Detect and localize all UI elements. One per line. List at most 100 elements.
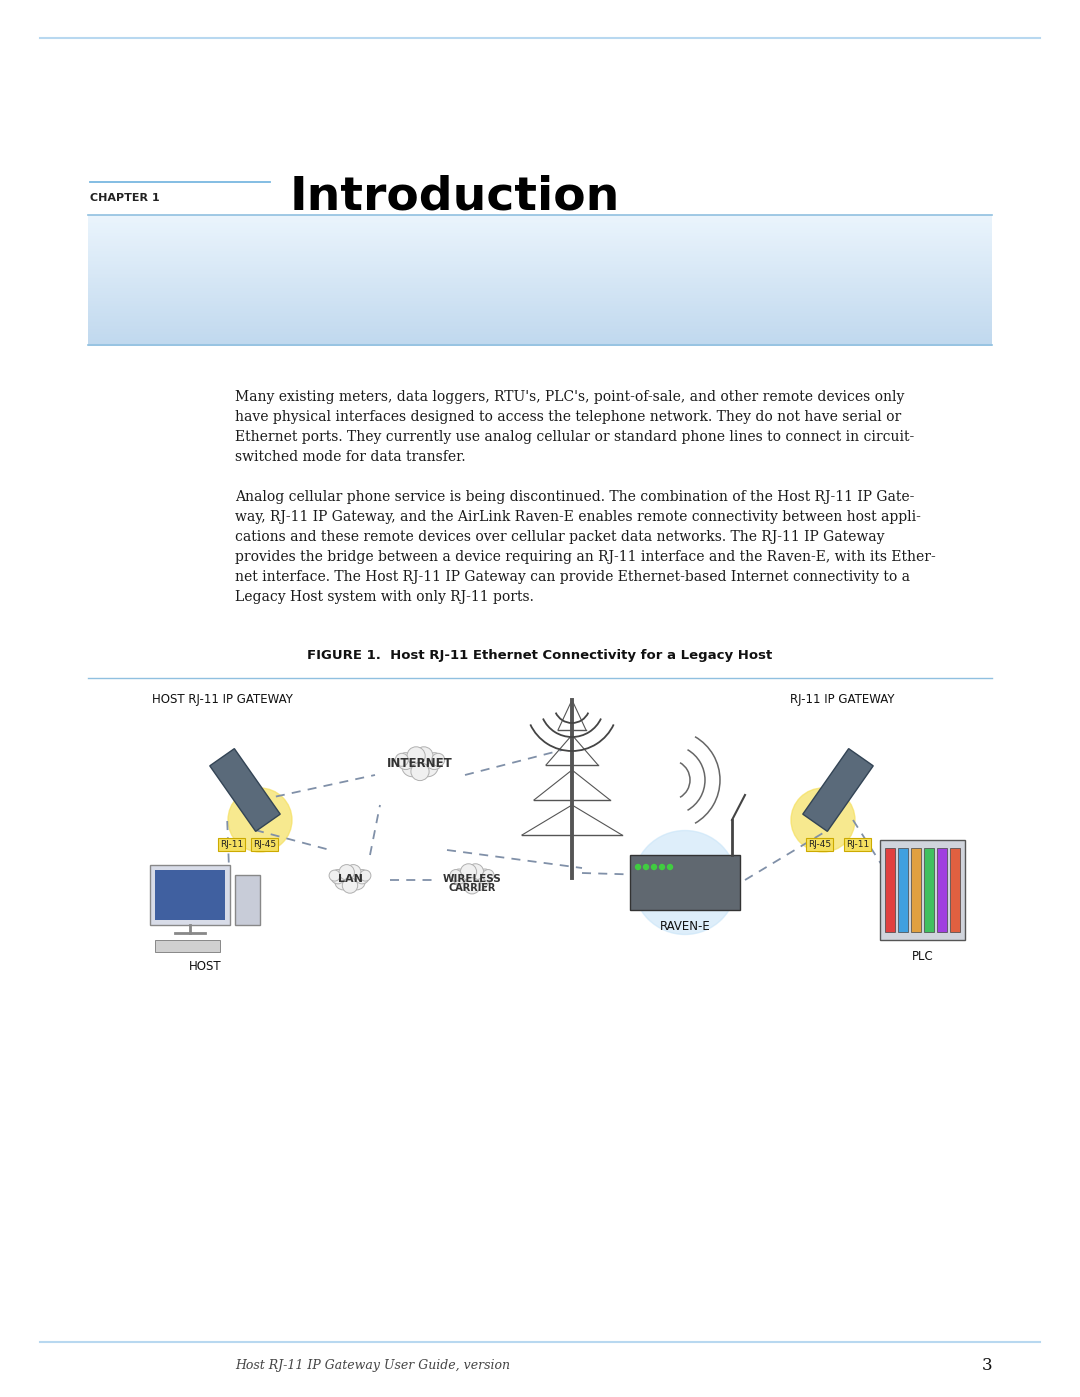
Bar: [87, 265, 993, 267]
Bar: [87, 219, 993, 222]
Bar: [87, 317, 993, 320]
Bar: [87, 263, 993, 264]
Text: HOST: HOST: [189, 960, 221, 972]
Bar: [87, 275, 993, 277]
Bar: [885, 848, 895, 932]
Circle shape: [335, 872, 352, 890]
Bar: [950, 848, 960, 932]
Bar: [87, 236, 993, 239]
Bar: [87, 307, 993, 310]
Circle shape: [415, 747, 433, 766]
Circle shape: [360, 870, 370, 882]
Bar: [87, 295, 993, 296]
Bar: [87, 334, 993, 335]
Bar: [87, 270, 993, 272]
Circle shape: [397, 753, 414, 770]
Bar: [87, 274, 993, 275]
Bar: [87, 222, 993, 224]
Circle shape: [426, 753, 443, 770]
Text: RAVEN-E: RAVEN-E: [660, 921, 711, 933]
Bar: [87, 321, 993, 323]
Bar: [924, 848, 934, 932]
Circle shape: [410, 763, 429, 781]
Circle shape: [660, 865, 664, 869]
Polygon shape: [210, 749, 280, 831]
Bar: [156, 940, 220, 951]
Bar: [87, 242, 993, 243]
Bar: [87, 282, 993, 284]
Circle shape: [330, 869, 345, 884]
Text: Introduction: Introduction: [291, 175, 620, 219]
Text: RJ-45: RJ-45: [808, 840, 832, 849]
Bar: [150, 865, 230, 925]
Bar: [87, 286, 993, 289]
Circle shape: [355, 869, 369, 884]
Bar: [87, 313, 993, 314]
Bar: [87, 267, 993, 270]
Bar: [87, 272, 993, 274]
Text: CARRIER: CARRIER: [448, 883, 496, 893]
Bar: [87, 338, 993, 341]
Bar: [87, 344, 993, 345]
Bar: [87, 299, 993, 302]
Bar: [87, 277, 993, 279]
Bar: [87, 268, 993, 271]
Circle shape: [339, 865, 354, 880]
Circle shape: [464, 877, 481, 894]
Circle shape: [417, 756, 438, 777]
Circle shape: [408, 750, 432, 774]
Circle shape: [340, 868, 360, 887]
Text: LAN: LAN: [338, 875, 363, 884]
Bar: [87, 225, 993, 226]
Bar: [87, 264, 993, 265]
Bar: [912, 848, 921, 932]
Bar: [87, 215, 993, 217]
Bar: [87, 233, 993, 235]
Circle shape: [395, 753, 408, 767]
Text: Many existing meters, data loggers, RTU's, PLC's, point-of-sale, and other remot: Many existing meters, data loggers, RTU'…: [235, 390, 915, 464]
Bar: [87, 305, 993, 306]
Circle shape: [461, 866, 483, 887]
Bar: [87, 302, 993, 303]
Circle shape: [651, 865, 657, 869]
Circle shape: [348, 872, 365, 890]
Text: RJ-11: RJ-11: [220, 840, 243, 849]
Bar: [87, 339, 993, 342]
Text: Host RJ-11 IP Gateway User Guide, version: Host RJ-11 IP Gateway User Guide, versio…: [235, 1358, 510, 1372]
Text: RJ-45: RJ-45: [253, 840, 276, 849]
Bar: [87, 312, 993, 313]
Bar: [87, 224, 993, 225]
Bar: [87, 258, 993, 261]
Bar: [87, 232, 993, 233]
Bar: [87, 303, 993, 305]
Text: PLC: PLC: [912, 950, 933, 963]
Bar: [87, 217, 993, 219]
Bar: [87, 342, 993, 344]
Circle shape: [228, 788, 292, 852]
Bar: [87, 235, 993, 236]
Bar: [87, 337, 993, 339]
Bar: [87, 256, 993, 258]
Bar: [87, 229, 993, 232]
Bar: [87, 249, 993, 251]
Bar: [87, 324, 993, 326]
Bar: [87, 254, 993, 256]
Text: CHAPTER 1: CHAPTER 1: [90, 193, 160, 203]
Circle shape: [633, 830, 737, 935]
Bar: [937, 848, 947, 932]
Bar: [87, 335, 993, 337]
Bar: [87, 278, 993, 281]
Bar: [880, 840, 966, 940]
Bar: [87, 237, 993, 240]
Bar: [87, 228, 993, 231]
Polygon shape: [802, 749, 874, 831]
Bar: [87, 292, 993, 293]
Circle shape: [791, 788, 855, 852]
Bar: [87, 279, 993, 282]
Circle shape: [635, 865, 640, 869]
Bar: [87, 323, 993, 324]
Bar: [87, 330, 993, 332]
Text: RJ-11: RJ-11: [846, 840, 869, 849]
Bar: [87, 257, 993, 260]
Bar: [156, 870, 225, 921]
